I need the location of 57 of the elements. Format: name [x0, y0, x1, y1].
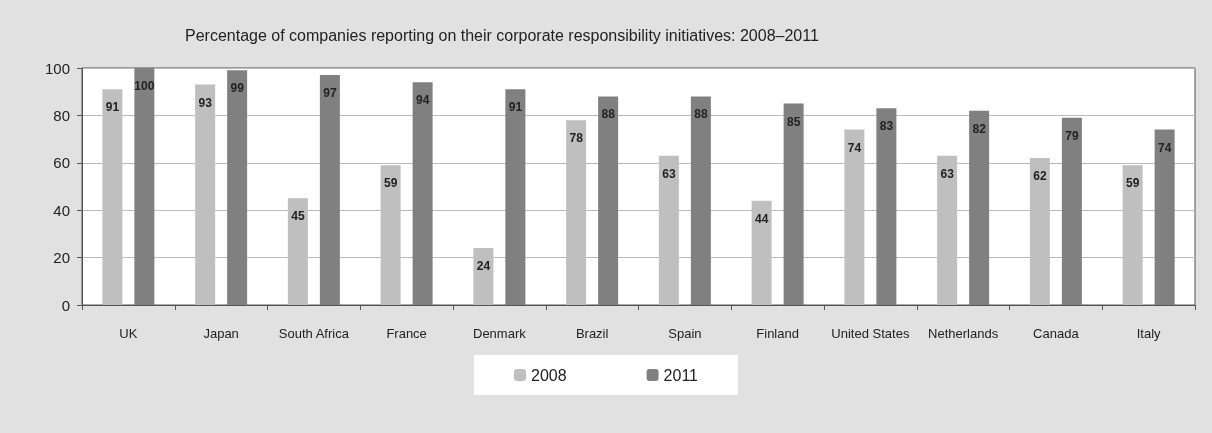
data-label: 63 — [662, 166, 676, 181]
data-label: 44 — [754, 211, 769, 226]
data-label: 99 — [230, 81, 245, 96]
bar — [876, 108, 897, 305]
x-tick-label: Denmark — [473, 326, 527, 341]
data-label: 74 — [847, 140, 862, 155]
data-label: 24 — [476, 259, 491, 274]
data-label: 85 — [786, 114, 801, 129]
data-label: 45 — [291, 209, 305, 224]
data-label: 83 — [879, 119, 894, 134]
data-label: 63 — [940, 166, 955, 181]
chart-title: Percentage of companies reporting on their corporate responsibility initiatives: 2008–2011 — [185, 26, 819, 44]
data-label: 78 — [569, 131, 584, 146]
y-tick-label: 40 — [53, 201, 70, 219]
x-tick-label: Spain — [668, 326, 702, 341]
data-label: 93 — [198, 95, 213, 110]
x-tick-label: Netherlands — [928, 326, 999, 341]
legend-label: 2008 — [531, 366, 567, 384]
data-label: 97 — [323, 86, 337, 101]
data-label: 74 — [1157, 140, 1172, 155]
bar — [134, 68, 155, 305]
data-label: 62 — [1033, 169, 1047, 184]
y-tick-label: 60 — [53, 154, 70, 172]
data-label: 88 — [601, 107, 616, 122]
x-tick-label: Japan — [203, 326, 239, 341]
data-label: 100 — [134, 79, 155, 93]
y-tick-label: 0 — [61, 296, 70, 314]
data-label: 88 — [694, 107, 708, 122]
x-tick-label: United States — [831, 326, 910, 341]
bar — [505, 89, 526, 305]
data-label: 59 — [1125, 176, 1140, 191]
x-tick-label: South Africa — [278, 326, 350, 341]
x-tick-label: UK — [119, 326, 138, 341]
data-label: 94 — [415, 93, 430, 108]
y-tick-label: 100 — [44, 59, 70, 77]
bar — [1154, 129, 1175, 305]
bar — [1061, 117, 1082, 305]
bar — [227, 70, 248, 305]
legend-label: 2011 — [663, 366, 699, 384]
data-label: 82 — [972, 121, 987, 136]
data-label: 79 — [1065, 128, 1079, 143]
data-label: 91 — [508, 100, 523, 115]
x-tick-label: Italy — [1136, 326, 1162, 341]
bar — [319, 75, 340, 305]
bar — [412, 82, 433, 305]
y-tick-label: 80 — [53, 106, 70, 124]
bar — [598, 96, 619, 305]
x-tick-label: Canada — [1033, 326, 1080, 341]
y-tick-label: 20 — [53, 249, 70, 267]
bar — [969, 110, 990, 305]
x-tick-label: Brazil — [575, 326, 609, 341]
bar — [783, 103, 804, 305]
x-tick-label: France — [386, 326, 427, 341]
data-label: 91 — [105, 100, 120, 115]
bar — [690, 96, 711, 305]
x-tick-label: Finland — [756, 326, 799, 341]
data-label: 59 — [383, 176, 398, 191]
